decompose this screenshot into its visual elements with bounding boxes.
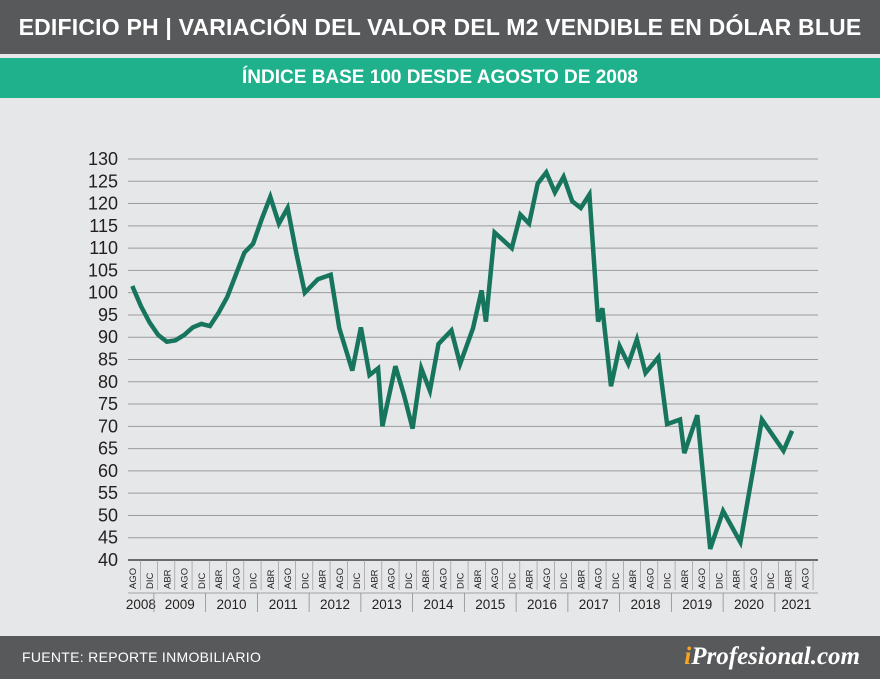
y-tick-label: 70: [98, 416, 118, 436]
y-tick-label: 110: [89, 238, 118, 258]
month-tick-label: AGO: [231, 568, 242, 589]
chart-title: EDIFICIO PH | VARIACIÓN DEL VALOR DEL M2…: [18, 13, 862, 40]
brand-logo-text: Profesional.com: [691, 643, 860, 670]
y-tick-label: 105: [88, 260, 118, 280]
y-tick-label: 65: [98, 439, 118, 459]
year-label: 2020: [734, 597, 764, 612]
month-tick-label: ABR: [162, 569, 173, 589]
y-tick-label: 55: [98, 483, 118, 503]
month-tick-label: DIC: [611, 573, 622, 590]
y-tick-label: 95: [98, 305, 118, 325]
y-tick-label: 115: [89, 216, 118, 236]
series-line: [130, 168, 795, 550]
month-tick-label: DIC: [145, 573, 156, 590]
month-tick-label: ABR: [369, 569, 380, 589]
year-label: 2019: [682, 597, 712, 612]
month-tick-label: AGO: [128, 568, 139, 589]
month-tick-label: DIC: [663, 573, 674, 590]
y-tick-label: 60: [98, 461, 118, 481]
year-label: 2013: [372, 597, 402, 612]
source-note: FUENTE: REPORTE INMOBILIARIO: [22, 649, 262, 665]
month-tick-label: ABR: [525, 569, 536, 589]
footer-bar: FUENTE: REPORTE INMOBILIARIO iProfesiona…: [0, 636, 880, 679]
y-tick-label: 40: [98, 550, 118, 570]
month-tick-label: ABR: [421, 569, 432, 589]
year-label: 2008: [126, 597, 156, 612]
month-tick-label: AGO: [490, 568, 501, 589]
month-tick-label: DIC: [300, 573, 311, 590]
month-tick-label: AGO: [697, 568, 708, 589]
month-tick-label: ABR: [473, 569, 484, 589]
y-tick-label: 90: [98, 327, 118, 347]
month-tick-label: DIC: [766, 573, 777, 590]
y-tick-label: 85: [98, 350, 118, 370]
month-tick-label: AGO: [180, 568, 191, 589]
brand-logo-i: i: [684, 643, 692, 670]
month-tick-label: AGO: [645, 568, 656, 589]
year-label: 2011: [269, 597, 298, 612]
month-tick-label: AGO: [335, 568, 346, 589]
brand-logo: iProfesional.com: [684, 643, 860, 671]
y-tick-label: 120: [88, 194, 118, 214]
year-label: 2010: [216, 597, 246, 612]
y-tick-label: 125: [88, 171, 118, 191]
month-tick-label: DIC: [714, 573, 725, 590]
month-tick-label: DIC: [456, 573, 467, 590]
month-tick-label: ABR: [628, 569, 639, 589]
month-tick-label: AGO: [801, 568, 812, 589]
month-tick-label: DIC: [559, 573, 570, 590]
year-label: 2018: [630, 597, 660, 612]
y-tick-label: 100: [88, 283, 118, 303]
chart-subtitle-bar: ÍNDICE BASE 100 DESDE AGOSTO DE 2008: [0, 58, 880, 98]
chart-title-bar: EDIFICIO PH | VARIACIÓN DEL VALOR DEL M2…: [0, 0, 880, 54]
month-tick-label: DIC: [404, 573, 415, 590]
month-tick-label: AGO: [438, 568, 449, 589]
month-tick-label: AGO: [387, 568, 398, 589]
month-tick-label: DIC: [507, 573, 518, 590]
month-tick-label: DIC: [249, 573, 260, 590]
year-label: 2015: [475, 597, 505, 612]
chart-area: 130 125 120 115 110 105 100 95 90 85 80 75 70 65 60 55 5…: [0, 98, 880, 636]
month-tick-label: ABR: [783, 569, 794, 589]
year-label: 2009: [165, 597, 195, 612]
y-tick-label: 50: [98, 505, 118, 525]
month-tick-label: AGO: [542, 568, 553, 589]
year-label: 2014: [423, 597, 454, 612]
month-tick-label: AGO: [594, 568, 605, 589]
y-tick-label: 45: [98, 528, 118, 548]
month-tick-label: ABR: [680, 569, 691, 589]
month-tick-label: ABR: [214, 569, 225, 589]
year-label: 2021: [781, 597, 811, 612]
year-label: 2017: [579, 597, 609, 612]
month-tick-label: DIC: [352, 573, 363, 590]
month-tick-label: DIC: [197, 573, 208, 590]
y-tick-label: 130: [88, 149, 118, 169]
month-tick-label: AGO: [749, 568, 760, 589]
month-tick-label: ABR: [732, 569, 743, 589]
year-label: 2016: [527, 597, 557, 612]
chart-subtitle: ÍNDICE BASE 100 DESDE AGOSTO DE 2008: [242, 67, 638, 88]
month-tick-label: ABR: [266, 569, 277, 589]
month-tick-label: ABR: [576, 569, 587, 589]
month-tick-label: ABR: [318, 569, 329, 589]
y-tick-label: 75: [98, 394, 118, 414]
month-tick-label: AGO: [283, 568, 294, 589]
year-label: 2012: [320, 597, 350, 612]
y-tick-label: 80: [98, 372, 118, 392]
